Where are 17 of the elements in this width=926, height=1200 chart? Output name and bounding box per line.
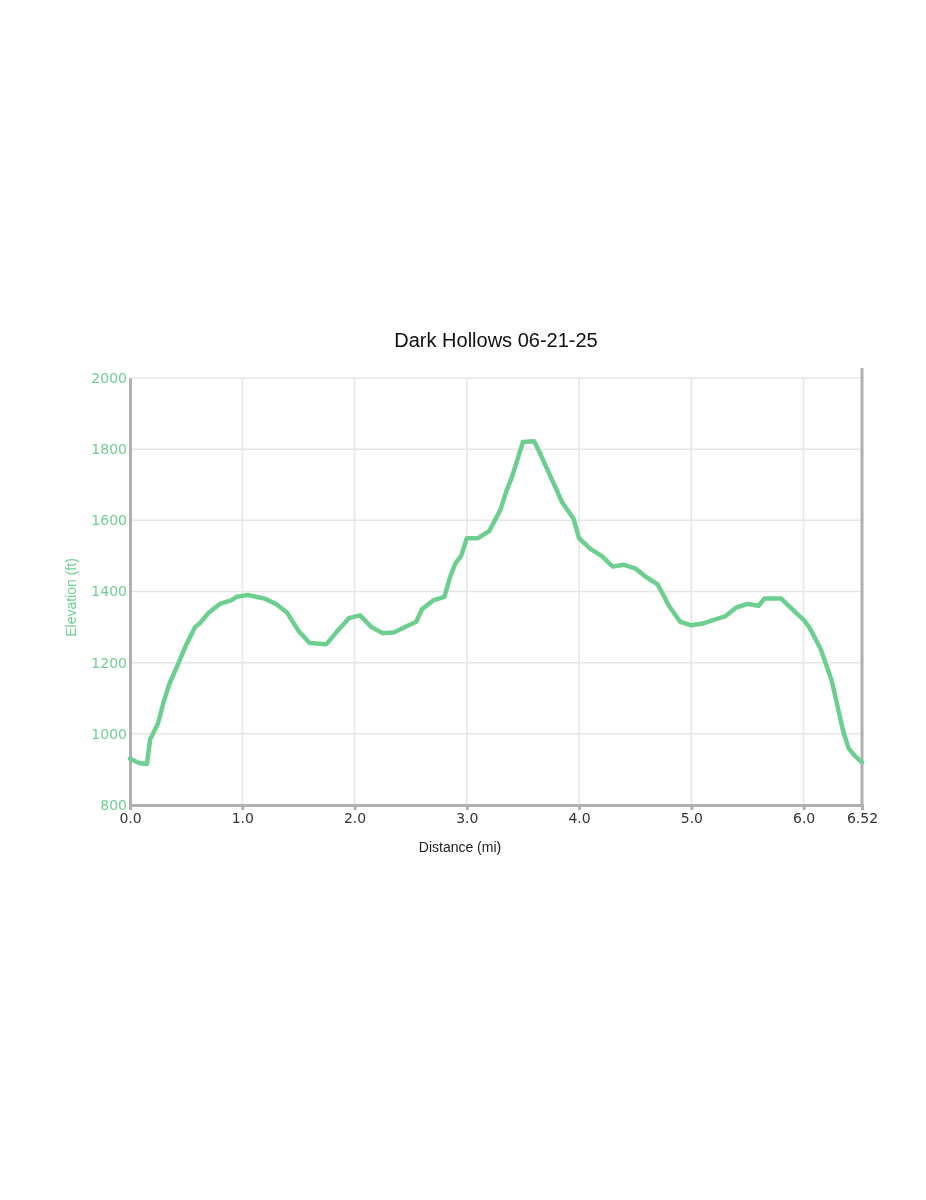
x-tick-label: 1.0 (231, 809, 254, 826)
y-axis-title: Elevation (ft) (63, 558, 79, 637)
x-tick-label: 6.0 (792, 809, 816, 826)
line-series (127, 439, 865, 767)
x-tick-label: 4.0 (568, 809, 591, 826)
y-tick-label: 1200 (91, 654, 127, 671)
y-tick-label: 1400 (91, 583, 127, 600)
x-tick-label: 3.0 (456, 809, 479, 826)
x-tick-label: 2.0 (343, 809, 367, 826)
x-tick-label: 6.52 (846, 809, 879, 826)
y-tick-label: 1800 (91, 441, 127, 458)
chart-title: Dark Hollows 06-21-25 (394, 329, 598, 351)
y-tick-label: 2000 (91, 369, 127, 386)
x-axis-title: Distance (mi) (418, 839, 502, 855)
y-tick-label: 1600 (91, 512, 127, 529)
x-tick-label: 5.0 (680, 809, 703, 826)
y-tick-label: 1000 (91, 725, 127, 742)
